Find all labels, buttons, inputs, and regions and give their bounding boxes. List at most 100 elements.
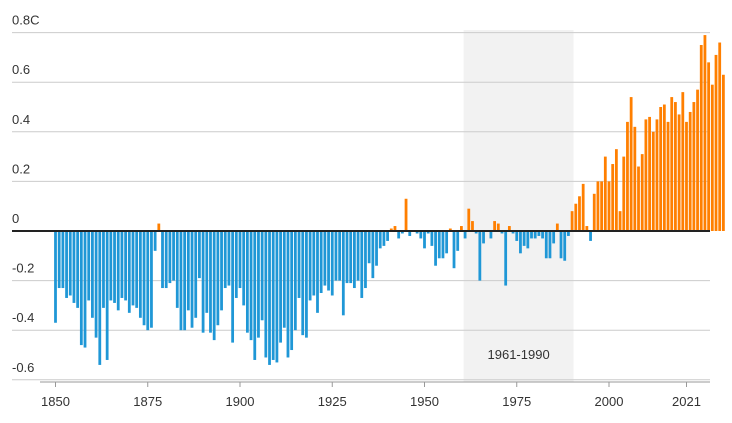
bar-1899 [234, 231, 238, 298]
x-tick-label: 2021 [672, 394, 701, 409]
bar-1944 [400, 231, 404, 234]
bar-1891 [205, 231, 209, 313]
annual-anomaly-bars [54, 35, 725, 365]
bar-1928 [341, 231, 345, 316]
bar-1960 [460, 226, 463, 231]
bar-1972 [504, 231, 508, 286]
bar-1864 [105, 231, 109, 360]
bar-1993 [581, 183, 585, 231]
y-tick-label: 0 [12, 211, 19, 226]
bar-1911 [279, 231, 282, 343]
bar-1951 [426, 231, 430, 234]
bar-1856 [76, 231, 80, 308]
bar-1859 [87, 231, 91, 301]
bar-1894 [216, 231, 220, 326]
bar-1907 [264, 231, 268, 358]
bar-1968 [489, 231, 493, 239]
bar-2025 [699, 45, 703, 231]
y-tick-label: 0.2 [12, 161, 30, 176]
bar-1932 [356, 231, 360, 281]
bar-1885 [183, 231, 187, 331]
bar-1917 [301, 231, 305, 336]
bar-1946 [408, 231, 412, 236]
y-axis-tick-labels: -0.6 -0.4 -0.2 0 0.2 0.4 0.6 0.8C [12, 13, 39, 375]
bar-1997 [596, 181, 600, 231]
y-tick-label: -0.4 [12, 310, 34, 325]
bar-1881 [168, 231, 172, 284]
x-tick-label: 1975 [502, 394, 531, 409]
bar-2006 [629, 97, 633, 231]
bar-1973 [507, 226, 511, 231]
bar-1935 [367, 231, 371, 264]
bar-1923 [323, 231, 327, 286]
bar-2023 [692, 102, 696, 231]
bar-1938 [378, 231, 382, 249]
bar-1876 [150, 231, 153, 328]
x-tick-label: 1850 [41, 394, 70, 409]
y-tick-label: 0.4 [12, 112, 30, 127]
bar-1980 [533, 231, 537, 239]
bar-1888 [194, 231, 198, 318]
bar-1943 [397, 231, 401, 239]
bar-1919 [308, 231, 312, 301]
bar-2029 [714, 54, 718, 231]
bar-2013 [655, 119, 659, 231]
bar-1979 [530, 231, 533, 239]
bar-1887 [190, 231, 194, 328]
bar-1952 [430, 231, 434, 246]
bar-2011 [648, 116, 651, 231]
bar-1882 [172, 231, 175, 281]
bar-1991 [574, 203, 578, 231]
bar-1853 [65, 231, 68, 298]
x-tick-label: 1925 [318, 394, 347, 409]
baseline-period-label: 1961-1990 [488, 347, 550, 362]
bar-1954 [437, 231, 441, 259]
bar-1906 [260, 231, 264, 321]
bar-2030 [718, 42, 722, 231]
bar-1942 [393, 226, 397, 231]
y-tick-label: -0.6 [12, 360, 34, 375]
x-tick-label: 1900 [226, 394, 255, 409]
bar-1989 [567, 231, 570, 236]
bar-1902 [245, 231, 249, 333]
bar-1910 [275, 231, 279, 363]
bar-2021 [685, 121, 688, 231]
y-tick-label: 0.6 [12, 62, 30, 77]
bar-1976 [519, 231, 522, 254]
bar-1922 [319, 231, 323, 293]
bar-2028 [710, 84, 714, 232]
bar-1868 [120, 231, 124, 298]
bar-1889 [198, 231, 201, 279]
bar-2017 [670, 97, 674, 231]
bar-1862 [98, 231, 102, 365]
bar-1854 [68, 231, 72, 296]
bar-1858 [83, 231, 87, 348]
bar-1966 [482, 231, 485, 244]
bar-1984 [548, 231, 552, 259]
bar-1874 [142, 231, 146, 326]
bar-1903 [249, 231, 253, 341]
bar-1904 [253, 231, 257, 360]
bar-1970 [496, 223, 500, 231]
bar-1875 [146, 231, 150, 331]
bar-1886 [186, 231, 190, 311]
bar-1931 [352, 231, 356, 289]
bar-2018 [674, 102, 677, 231]
bar-1909 [271, 231, 275, 360]
bar-1957 [448, 228, 452, 231]
bar-2020 [681, 92, 685, 232]
bar-1855 [72, 231, 76, 303]
bar-1937 [375, 231, 378, 266]
bar-1985 [552, 231, 556, 244]
bar-1890 [201, 231, 205, 333]
bar-2027 [707, 62, 711, 231]
bar-1912 [282, 231, 286, 328]
bar-1936 [371, 231, 375, 279]
bar-2000 [607, 181, 611, 231]
bar-1940 [386, 231, 389, 241]
bar-1878 [157, 223, 161, 231]
bar-1953 [434, 231, 437, 266]
bar-1929 [345, 231, 349, 284]
bar-1913 [286, 231, 290, 358]
